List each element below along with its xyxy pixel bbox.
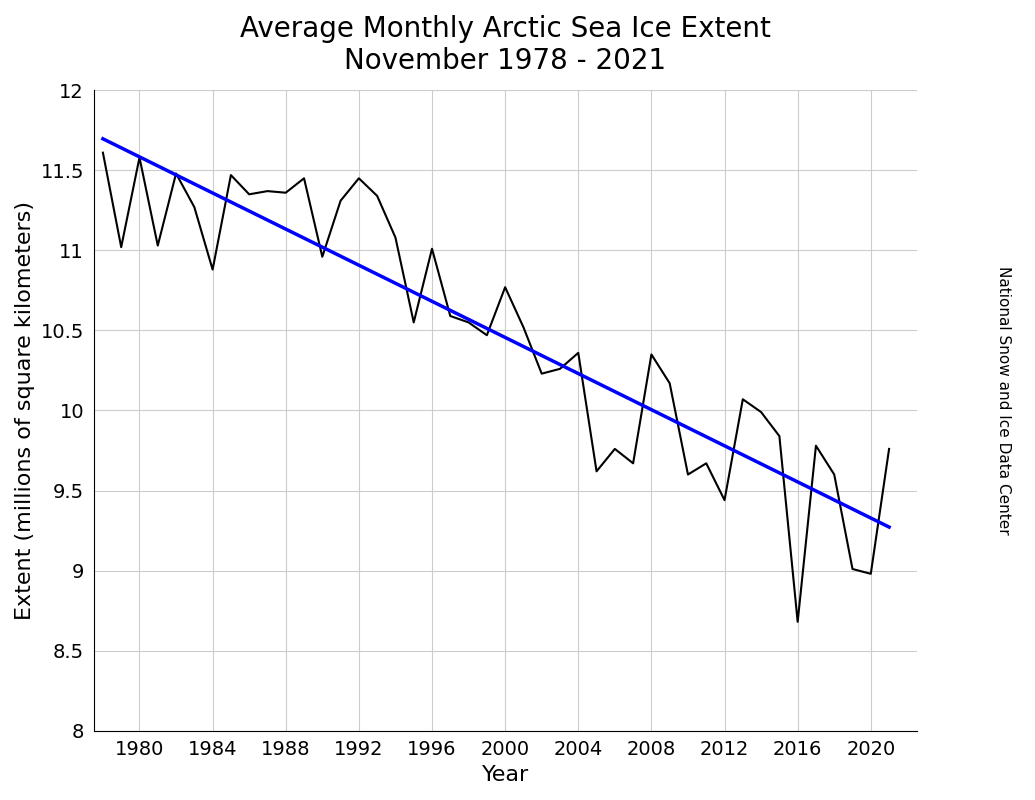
X-axis label: Year: Year [481, 765, 529, 785]
Title: Average Monthly Arctic Sea Ice Extent
November 1978 - 2021: Average Monthly Arctic Sea Ice Extent No… [240, 15, 771, 75]
Text: National Snow and Ice Data Center: National Snow and Ice Data Center [997, 266, 1011, 534]
Y-axis label: Extent (millions of square kilometers): Extent (millions of square kilometers) [14, 201, 35, 620]
